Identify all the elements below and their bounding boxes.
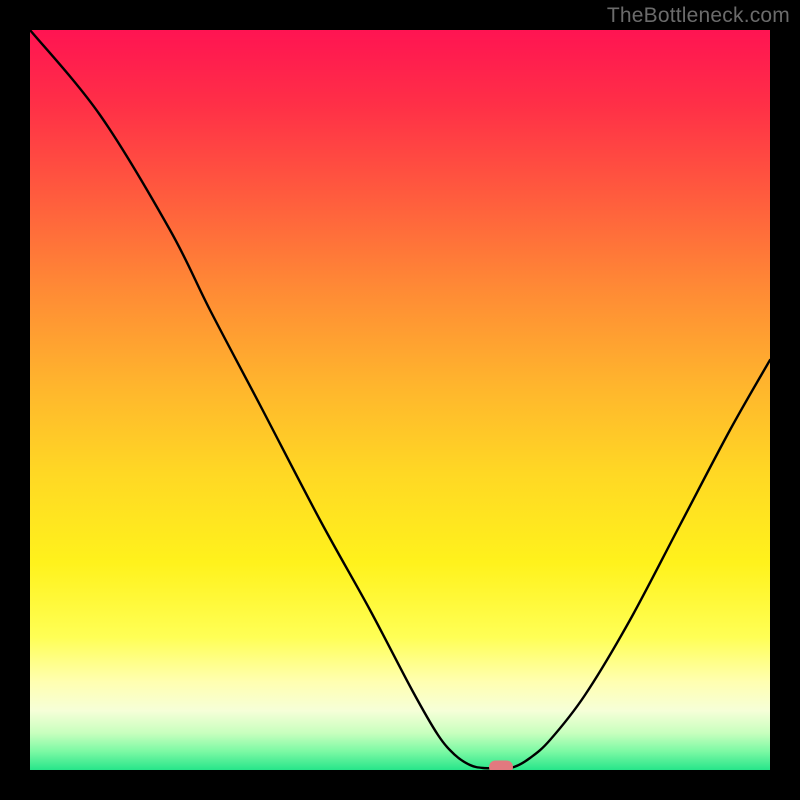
chart-frame: TheBottleneck.com — [0, 0, 800, 800]
bottleneck-curve — [30, 30, 770, 770]
optimal-point-marker — [489, 761, 513, 771]
watermark-text: TheBottleneck.com — [607, 4, 790, 28]
plot-area — [30, 30, 770, 770]
